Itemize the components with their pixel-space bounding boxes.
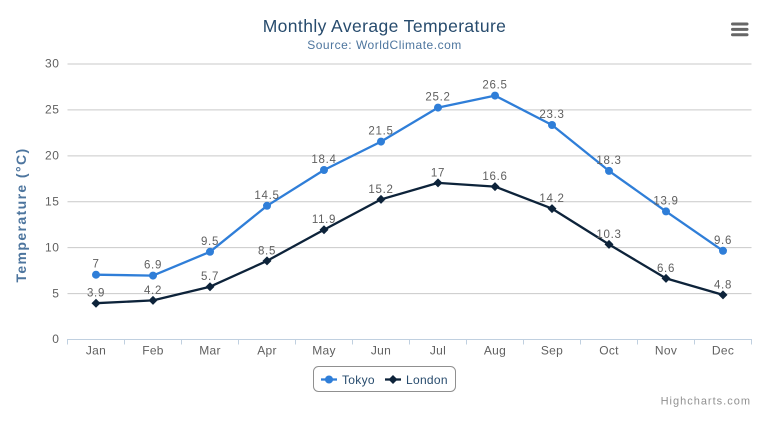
svg-text:10.3: 10.3 xyxy=(596,229,621,241)
svg-text:Jul: Jul xyxy=(430,344,446,358)
svg-text:18.4: 18.4 xyxy=(311,154,336,166)
svg-text:18.3: 18.3 xyxy=(596,155,621,167)
svg-text:May: May xyxy=(312,344,336,358)
svg-text:Source: WorldClimate.com: Source: WorldClimate.com xyxy=(307,38,462,52)
svg-text:London: London xyxy=(406,373,448,387)
svg-text:6.6: 6.6 xyxy=(657,263,675,275)
svg-text:5.7: 5.7 xyxy=(201,271,219,283)
svg-text:Jan: Jan xyxy=(86,344,106,358)
svg-text:Feb: Feb xyxy=(142,344,164,358)
svg-text:13.9: 13.9 xyxy=(653,195,678,207)
svg-text:Oct: Oct xyxy=(599,344,619,358)
svg-text:6.9: 6.9 xyxy=(144,260,162,272)
svg-text:23.3: 23.3 xyxy=(539,109,564,121)
svg-text:7: 7 xyxy=(92,259,99,271)
svg-text:Sep: Sep xyxy=(541,344,563,358)
svg-text:Mar: Mar xyxy=(199,344,221,358)
svg-text:Aug: Aug xyxy=(484,344,506,358)
svg-text:9.6: 9.6 xyxy=(714,235,732,247)
svg-text:15.2: 15.2 xyxy=(368,184,393,196)
svg-text:8.5: 8.5 xyxy=(258,245,276,257)
svg-text:0: 0 xyxy=(52,332,59,346)
svg-text:25: 25 xyxy=(45,103,60,117)
svg-text:25.2: 25.2 xyxy=(425,92,450,104)
svg-text:21.5: 21.5 xyxy=(368,126,393,138)
svg-text:4.2: 4.2 xyxy=(144,285,162,297)
svg-text:20: 20 xyxy=(45,149,60,163)
svg-text:10: 10 xyxy=(45,240,60,254)
svg-text:11.9: 11.9 xyxy=(312,214,336,226)
svg-text:15: 15 xyxy=(45,194,60,208)
svg-text:Highcharts.com: Highcharts.com xyxy=(661,396,751,408)
svg-text:5: 5 xyxy=(52,286,59,300)
svg-text:14.2: 14.2 xyxy=(539,193,564,205)
svg-text:Apr: Apr xyxy=(257,344,277,358)
svg-text:Dec: Dec xyxy=(712,344,734,358)
svg-text:26.5: 26.5 xyxy=(482,80,507,92)
svg-text:3.9: 3.9 xyxy=(87,288,105,300)
svg-text:Nov: Nov xyxy=(655,344,677,358)
svg-text:Jun: Jun xyxy=(371,344,391,358)
svg-text:16.6: 16.6 xyxy=(482,171,507,183)
svg-text:Tokyo: Tokyo xyxy=(342,373,375,387)
svg-text:17: 17 xyxy=(431,167,445,179)
svg-text:Monthly Average Temperature: Monthly Average Temperature xyxy=(263,16,507,36)
svg-text:14.5: 14.5 xyxy=(254,190,279,202)
svg-text:4.8: 4.8 xyxy=(714,279,732,291)
svg-text:Temperature (°C): Temperature (°C) xyxy=(13,147,29,282)
svg-text:9.5: 9.5 xyxy=(201,236,219,248)
svg-text:30: 30 xyxy=(45,57,60,71)
